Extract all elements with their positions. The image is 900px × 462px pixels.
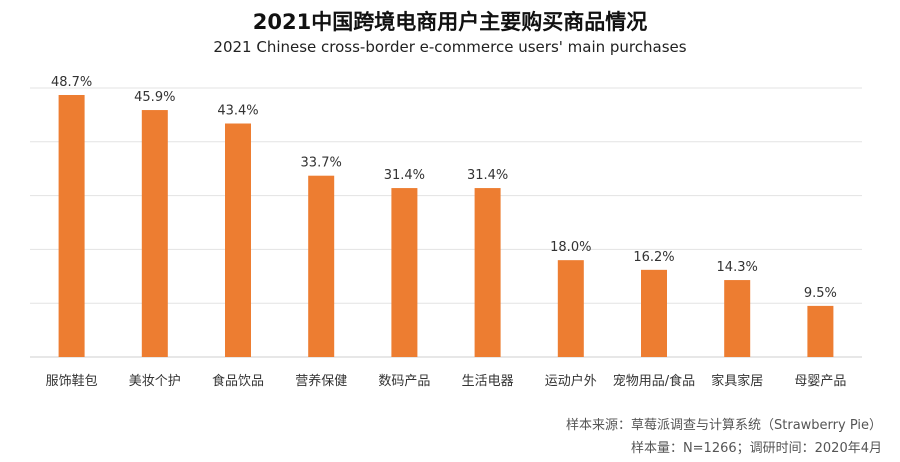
data-label-3: 43.4% <box>217 104 258 119</box>
category-label-3: 食品饮品 <box>212 373 264 389</box>
bar-2 <box>141 110 168 357</box>
chart-subtitle: 2021 Chinese cross-border e-commerce use… <box>213 38 687 56</box>
bar-7 <box>557 260 584 357</box>
data-label-5: 31.4% <box>384 168 425 183</box>
chart-title: 2021中国跨境电商用户主要购买商品情况 <box>252 10 648 34</box>
bar-9 <box>724 280 751 357</box>
data-label-9: 14.3% <box>717 260 758 275</box>
bar-10 <box>807 305 834 357</box>
data-label-2: 45.9% <box>134 90 175 105</box>
data-label-7: 18.0% <box>550 240 591 255</box>
category-label-8: 宠物用品/食品 <box>613 373 695 389</box>
data-label-1: 48.7% <box>51 75 92 90</box>
category-label-7: 运动户外 <box>545 373 597 389</box>
data-label-10: 9.5% <box>804 286 837 301</box>
sample-note: 样本量：N=1266；调研时间：2020年4月 <box>630 441 882 456</box>
category-label-4: 营养保健 <box>295 373 347 389</box>
category-label-10: 母婴产品 <box>794 374 846 389</box>
category-label-2: 美妆个护 <box>129 374 181 389</box>
data-label-6: 31.4% <box>467 168 508 183</box>
data-label-4: 33.7% <box>301 156 342 171</box>
category-label-6: 生活电器 <box>462 374 514 389</box>
bar-3 <box>225 123 251 358</box>
bar-6 <box>474 188 501 357</box>
bar-4 <box>308 175 335 357</box>
category-label-1: 服饰鞋包 <box>46 373 98 389</box>
bar-8 <box>641 269 667 357</box>
source-note: 样本来源：草莓派调查与计算系统（Strawberry Pie） <box>566 418 882 433</box>
data-label-8: 16.2% <box>633 250 674 265</box>
bar-5 <box>391 188 418 357</box>
bar-1 <box>58 94 85 357</box>
category-label-9: 家具家居 <box>711 373 763 389</box>
category-label-5: 数码产品 <box>378 374 430 389</box>
